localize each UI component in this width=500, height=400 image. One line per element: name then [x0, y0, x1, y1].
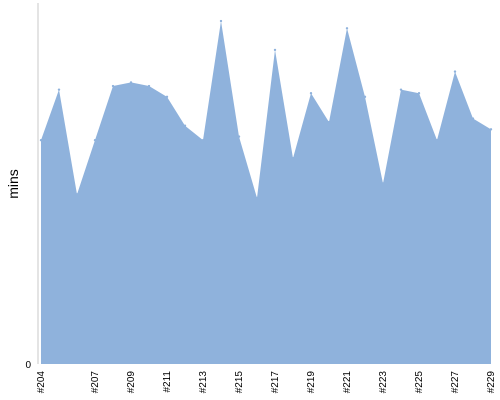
- x-tick-label: #204: [36, 371, 47, 394]
- data-point-229: [489, 128, 493, 131]
- data-point-212: [183, 124, 187, 127]
- x-tick-label: #225: [414, 371, 425, 394]
- data-point-226: [435, 138, 439, 142]
- data-point-218: [291, 157, 295, 160]
- data-point-222: [363, 95, 367, 99]
- x-tick-label: #221: [342, 371, 353, 394]
- data-point-207: [93, 138, 97, 142]
- data-point-225: [417, 92, 421, 95]
- data-point-211: [165, 95, 169, 99]
- data-point-205: [57, 88, 61, 91]
- data-point-228: [471, 117, 475, 120]
- data-point-227: [453, 70, 457, 73]
- data-point-210: [147, 84, 151, 88]
- data-point-213: [201, 138, 205, 142]
- data-point-215: [237, 135, 241, 138]
- x-tick-label: #211: [162, 371, 173, 393]
- x-axis-tick-labels: #204 #207 #209 #211 #213 #215 #217 #219 #221 #223…: [36, 371, 497, 394]
- data-point-219: [309, 92, 313, 95]
- data-point-208: [111, 84, 115, 88]
- area-series: [41, 21, 491, 365]
- data-point-206: [75, 193, 79, 196]
- data-point-224: [399, 88, 403, 91]
- x-tick-label: #229: [486, 371, 497, 394]
- data-point-223: [381, 182, 385, 185]
- x-tick-label: #217: [270, 371, 281, 394]
- data-point-204: [39, 138, 43, 142]
- y-axis-label: mins: [5, 169, 21, 199]
- x-tick-label: #223: [378, 371, 389, 394]
- x-tick-label: #219: [306, 371, 317, 394]
- x-tick-label: #207: [90, 371, 101, 394]
- data-point-216: [255, 196, 259, 200]
- data-point-220: [327, 120, 331, 124]
- x-tick-label: #227: [450, 371, 461, 394]
- data-point-221: [345, 27, 349, 30]
- data-point-214: [219, 19, 223, 23]
- plot-area: [39, 19, 493, 365]
- x-tick-label: #213: [198, 371, 209, 394]
- y-tick-label-0: 0: [25, 360, 31, 371]
- x-tick-label: #209: [126, 371, 137, 394]
- data-point-217: [273, 48, 277, 52]
- data-point-209: [129, 81, 133, 84]
- x-tick-label: #215: [234, 371, 245, 394]
